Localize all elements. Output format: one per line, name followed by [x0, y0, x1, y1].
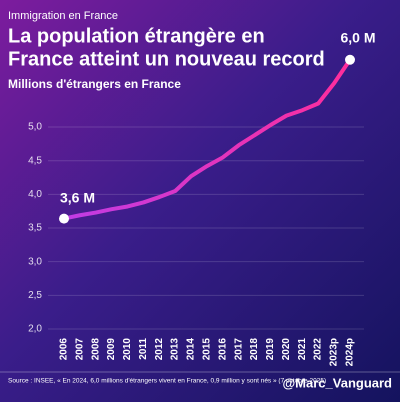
x-tick-label: 2018: [249, 338, 260, 361]
data-line: [62, 57, 352, 221]
title: La population étrangère en: [8, 25, 265, 47]
y-tick-label: 2,0: [28, 324, 42, 335]
credit: @Marc_Vanguard: [283, 375, 393, 390]
y-tick-label: 3,5: [28, 223, 42, 234]
y-tick-label: 2,5: [28, 290, 42, 301]
x-tick-label: 2019: [265, 338, 276, 361]
point: [59, 213, 69, 224]
subtitle: Millions d'étrangers en France: [8, 77, 181, 91]
x-tick-label: 2006: [59, 338, 70, 361]
x-tick-label: 2015: [202, 338, 213, 361]
source: Source : INSEE, « En 2024, 6,0 millions …: [8, 378, 326, 385]
y-tick-label: 3,0: [28, 256, 42, 267]
x-tick-label: 2017: [233, 338, 244, 361]
x-tick-label: 2023p: [329, 338, 340, 366]
x-tick-label: 2014: [186, 338, 197, 361]
x-tick-label: 2016: [217, 338, 228, 361]
x-tick-label: 2008: [90, 338, 101, 361]
x-tick-label: 2009: [106, 338, 117, 361]
x-tick-label: 2021: [297, 338, 308, 361]
x-tick-label: 2013: [170, 338, 181, 361]
x-tick-label: 2012: [154, 338, 165, 361]
y-tick-label: 4,5: [28, 155, 42, 166]
x-tick-label: 2020: [281, 338, 292, 361]
y-tick-label: 4,0: [28, 189, 42, 200]
point: [345, 54, 355, 65]
x-tick-label: 2011: [138, 338, 149, 360]
data-label: 3,6 M: [60, 189, 95, 205]
y-tick-label: 5,0: [28, 122, 42, 133]
x-tick-label: 2022: [313, 338, 324, 361]
x-tick-label: 2024p: [345, 338, 356, 366]
title: France atteint un nouveau record: [8, 48, 325, 70]
x-tick-label: 2007: [74, 338, 85, 361]
x-tick-label: 2010: [122, 338, 133, 361]
supertitle: Immigration en France: [8, 10, 118, 22]
data-label: 6,0 M: [340, 29, 375, 45]
